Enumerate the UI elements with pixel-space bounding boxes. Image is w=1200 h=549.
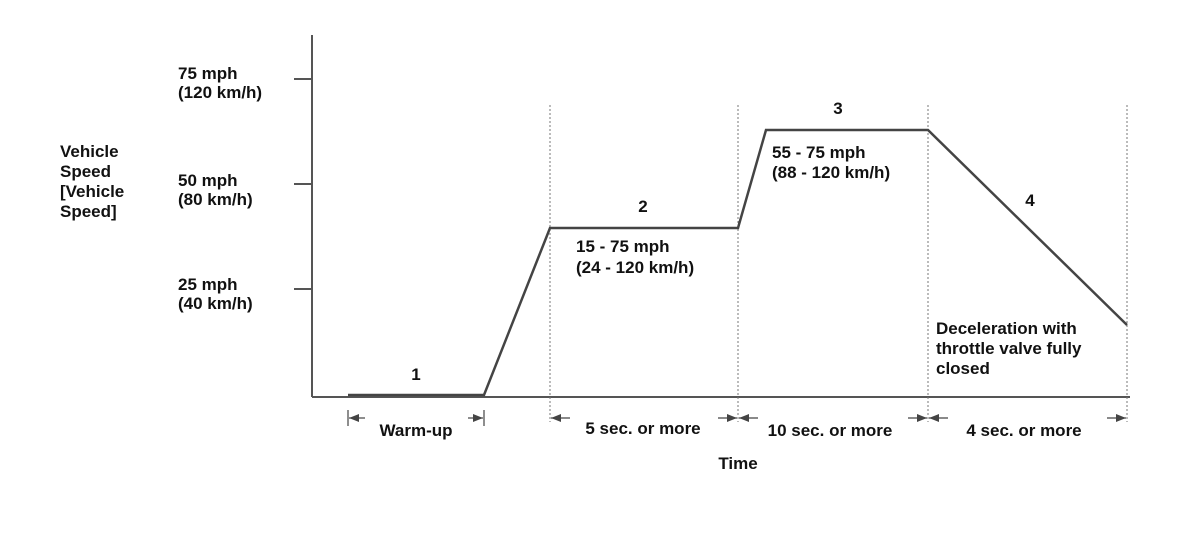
tick-mph: 25 mph [178,275,238,294]
phase-note: throttle valve fully [936,339,1082,358]
y-label-line: [Vehicle [60,182,124,201]
phase-number: 3 [833,99,842,118]
phase-dividers [549,105,1128,422]
duration: 5 sec. or more [585,419,700,438]
phase-note: Deceleration with [936,319,1077,338]
y-tick-labels: 75 mph (120 km/h) 50 mph (80 km/h) 25 mp… [178,64,262,313]
x-axis-label: Time [718,454,757,473]
durations: Warm-up 5 sec. or more 10 sec. or more 4… [379,419,1081,440]
tick-kmh: (80 km/h) [178,190,253,209]
y-label-line: Speed [60,162,111,181]
duration: 10 sec. or more [768,421,893,440]
axes [294,35,1130,398]
duration-arrows [347,410,1126,426]
tick-mph: 50 mph [178,171,238,190]
tick-kmh: (40 km/h) [178,294,253,313]
phase-speed: 55 - 75 mph [772,143,866,162]
phase-speed: (88 - 120 km/h) [772,163,890,182]
phase-speed: 15 - 75 mph [576,237,670,256]
duration: Warm-up [379,421,452,440]
phase-speed: (24 - 120 km/h) [576,258,694,277]
speed-profile [348,128,1128,397]
tick-kmh: (120 km/h) [178,83,262,102]
y-label-line: Vehicle [60,142,119,161]
phase-number: 4 [1025,191,1035,210]
phase-number: 2 [638,197,647,216]
phase-labels: 1 2 3 4 15 - 75 mph (24 - 120 km/h) 55 -… [411,99,1082,384]
phase-note: closed [936,359,990,378]
y-label-line: Speed] [60,202,117,221]
y-axis-label: Vehicle Speed [Vehicle Speed] [60,142,124,221]
tick-mph: 75 mph [178,64,238,83]
phase-number: 1 [411,365,420,384]
duration: 4 sec. or more [966,421,1081,440]
